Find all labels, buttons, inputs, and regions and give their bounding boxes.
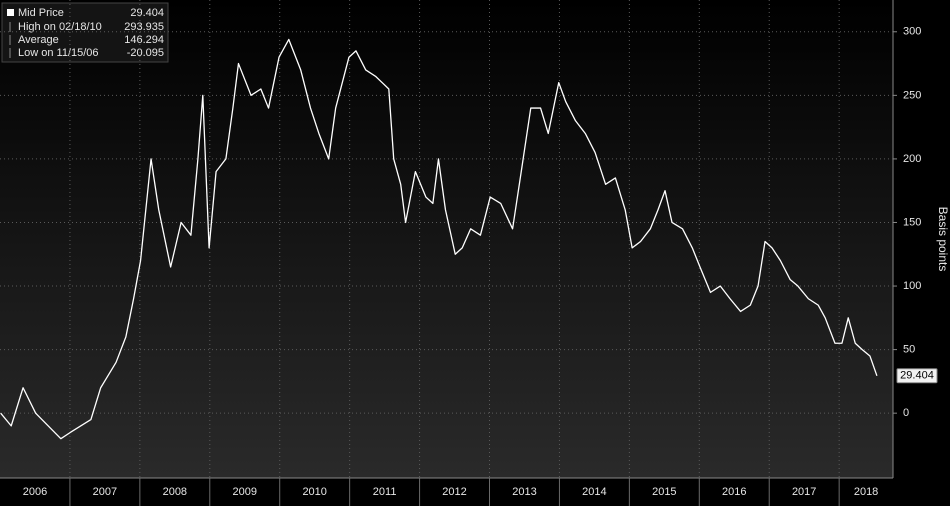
x-tick-label: 2006: [23, 486, 47, 498]
stat-label: Average: [18, 34, 59, 46]
stat-value: 293.935: [124, 21, 164, 33]
x-tick-label: 2009: [233, 486, 257, 498]
x-tick-label: 2013: [512, 486, 536, 498]
legend-name: Mid Price: [18, 7, 64, 19]
x-tick-label: 2017: [792, 486, 816, 498]
price-line: [0, 38, 878, 440]
stat-value: -20.095: [127, 47, 164, 59]
x-tick-label: 2008: [163, 486, 187, 498]
y-tick-label: 300: [903, 26, 921, 38]
x-tick-label: 2011: [373, 486, 397, 498]
x-tick-label: 2014: [582, 486, 606, 498]
x-axis-background: [0, 478, 893, 506]
axis-background: [893, 0, 950, 506]
plot-background: [0, 0, 893, 478]
x-tick-label: 2018: [854, 486, 878, 498]
y-tick-label: 50: [903, 344, 915, 356]
legend: Mid Price 29.404 High on 02/18/10 293.935 Av…: [1, 2, 169, 63]
y-tick-label: 200: [903, 153, 921, 165]
stat-label: High on 02/18/10: [18, 21, 102, 33]
x-tick-label: 2015: [652, 486, 676, 498]
y-tick-label: 100: [903, 280, 921, 292]
last-value-box: [896, 368, 938, 384]
y-axis-label: Basis points: [936, 207, 950, 272]
x-tick-label: 2016: [722, 486, 746, 498]
x-tick-label: 2007: [93, 486, 117, 498]
stat-label: Low on 11/15/06: [18, 47, 99, 59]
legend-swatch: [7, 9, 14, 16]
y-tick-label: 250: [903, 89, 921, 101]
legend-value: 29.404: [130, 7, 164, 19]
y-tick-label: 0: [903, 407, 909, 419]
x-tick-label: 2010: [302, 486, 326, 498]
last-value-label: 29.404: [900, 370, 934, 382]
stat-value: 146.294: [124, 34, 164, 46]
x-tick-label: 2012: [442, 486, 466, 498]
y-tick-label: 150: [903, 216, 921, 228]
